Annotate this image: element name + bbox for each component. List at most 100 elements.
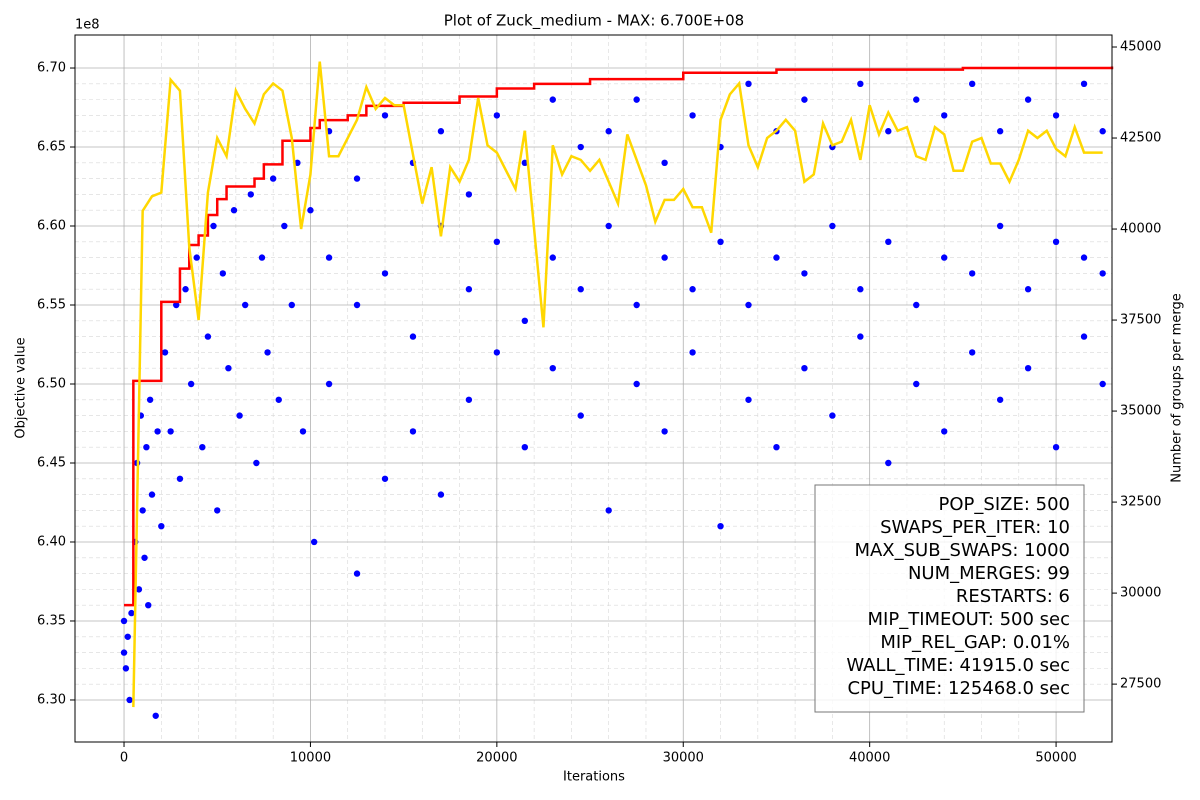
- scatter-point: [1080, 254, 1088, 261]
- scatter-point: [996, 396, 1004, 403]
- scatter-point: [281, 222, 288, 230]
- scatter-point: [182, 286, 189, 293]
- y2-tick-label: 30000: [1120, 586, 1161, 601]
- scatter-point: [913, 301, 920, 309]
- y2-tick-label: 45000: [1120, 40, 1161, 55]
- scatter-point: [465, 191, 473, 198]
- scatter-point: [493, 112, 501, 119]
- y-offset-label: 1e8: [75, 18, 100, 33]
- scatter-point: [857, 286, 864, 293]
- scatter-point: [199, 443, 206, 451]
- scatter-point: [299, 428, 307, 435]
- scatter-point: [801, 364, 808, 372]
- annotation-line: POP_SIZE: 500: [939, 494, 1070, 515]
- scatter-point: [219, 270, 227, 277]
- scatter-point: [236, 412, 243, 419]
- scatter-point: [829, 412, 836, 419]
- scatter-point: [968, 270, 976, 277]
- scatter-point: [124, 633, 131, 640]
- annotation-line: MIP_REL_GAP: 0.01%: [880, 632, 1070, 653]
- scatter-point: [549, 254, 556, 261]
- axes-frame: [74, 34, 1113, 743]
- annotation-line: RESTARTS: 6: [956, 586, 1070, 607]
- annotation-box: [814, 484, 1085, 713]
- y-tick-label: 6.30: [37, 692, 66, 707]
- scatter-point: [161, 349, 169, 356]
- x-tick-label: 10000: [290, 751, 331, 766]
- annotation-line: WALL_TIME: 41915.0 sec: [846, 655, 1070, 676]
- scatter-point: [633, 301, 640, 309]
- scatter-point: [773, 443, 780, 451]
- y-tick-label: 6.40: [37, 534, 66, 549]
- scatter-point: [146, 396, 154, 403]
- scatter-point: [409, 333, 417, 340]
- scatter-point: [307, 207, 314, 214]
- scatter-point: [143, 443, 150, 451]
- scatter-point: [120, 617, 128, 625]
- annotation-line: CPU_TIME: 125468.0 sec: [847, 678, 1070, 699]
- y2-tick-label: 37500: [1120, 313, 1161, 328]
- groups-line: [132, 61, 1103, 708]
- scatter-point: [173, 301, 180, 309]
- ticks: 0 10000 20000 30000 40000 50000 6.30 6.35 6.40 6.…: [37, 40, 1161, 766]
- scatter-point: [158, 522, 165, 530]
- scatter-point: [1099, 380, 1106, 388]
- scatter-point: [381, 112, 389, 119]
- scatter-point: [269, 175, 277, 182]
- scatter-point: [210, 222, 217, 230]
- scatter-point: [204, 333, 212, 340]
- scatter-point: [187, 380, 195, 388]
- scatter-point: [1099, 128, 1106, 135]
- scatter-point: [661, 428, 668, 435]
- scatter-point: [968, 80, 976, 88]
- scatter-point: [465, 286, 473, 293]
- y2-tick-label: 35000: [1120, 404, 1161, 419]
- scatter-point: [176, 475, 184, 482]
- scatter-point: [253, 459, 260, 467]
- scatter-point: [689, 112, 696, 119]
- scatter-point: [1024, 364, 1032, 372]
- scatter-point: [353, 301, 361, 309]
- y-tick-label: 6.55: [37, 298, 66, 313]
- scatter-point: [913, 380, 920, 388]
- scatter-point: [745, 396, 752, 403]
- scatter-point: [689, 349, 696, 356]
- scatter-point: [661, 159, 668, 167]
- scatter-point: [264, 349, 271, 356]
- scatter-point: [1024, 96, 1032, 103]
- scatter-point: [941, 428, 948, 435]
- x-tick-label: 0: [120, 751, 128, 766]
- scatter-point: [1080, 80, 1088, 88]
- chart-title: Plot of Zuck_medium - MAX: 6.700E+08: [444, 12, 744, 31]
- scatter-point: [661, 254, 668, 261]
- y-tick-label: 6.60: [37, 219, 66, 234]
- scatter-point: [325, 254, 333, 261]
- y2-axis-label: Number of groups per merge: [1170, 293, 1185, 482]
- scatter-point: [521, 317, 529, 325]
- scatter-point: [521, 159, 529, 167]
- scatter-point: [717, 238, 724, 246]
- scatter-point: [549, 364, 556, 372]
- scatter-point: [968, 349, 976, 356]
- scatter-point: [145, 601, 152, 609]
- scatter-point: [577, 286, 584, 293]
- scatter-point: [549, 96, 556, 103]
- scatter-point: [122, 665, 130, 672]
- scatter-point: [605, 222, 612, 230]
- scatter-point: [577, 143, 584, 151]
- scatter-point: [310, 538, 318, 546]
- scatter-point: [148, 491, 156, 498]
- scatter-point: [1052, 238, 1060, 246]
- scatter-point: [167, 428, 174, 435]
- scatter-point: [294, 159, 301, 167]
- scatter-point: [353, 570, 361, 577]
- scatter-point: [829, 222, 836, 230]
- scatter-point: [120, 649, 128, 656]
- scatter-point: [288, 301, 295, 309]
- scatter-point: [493, 349, 501, 356]
- scatter-point: [996, 128, 1004, 135]
- scatter-point: [247, 191, 254, 198]
- scatter-point: [633, 380, 640, 388]
